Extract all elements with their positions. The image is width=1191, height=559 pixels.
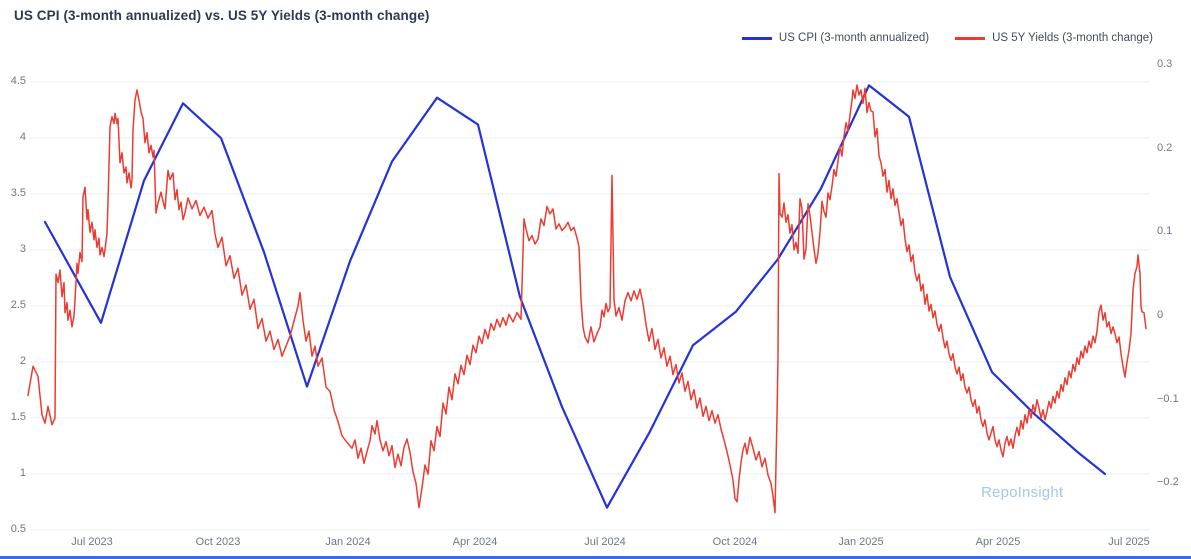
x-axis-tick-label: Jan 2024 <box>325 536 371 548</box>
right-axis-tick-label: 0.2 <box>1157 141 1173 154</box>
left-axis-tick-label: 3.5 <box>10 187 26 199</box>
x-axis-tick-label: Apr 2025 <box>975 536 1021 548</box>
right-axis-tick-label: 0.1 <box>1157 225 1173 238</box>
chart-title: US CPI (3-month annualized) vs. US 5Y Yi… <box>14 8 430 23</box>
left-axis-tick-label: 4 <box>19 131 26 143</box>
left-axis-tick-label: 4.5 <box>10 75 26 87</box>
watermark: RepoInsight <box>981 484 1064 501</box>
yields-line-swatch-icon <box>955 36 986 40</box>
legend-label-yields: US 5Y Yields (3-month change) <box>992 32 1153 44</box>
legend-item-cpi[interactable]: US CPI (3-month annualized) <box>741 32 930 44</box>
left-axis-tick-label: 2 <box>19 355 26 367</box>
x-axis-tick-label: Jul 2024 <box>584 536 626 548</box>
left-axis-tick-label: 1 <box>19 467 26 479</box>
x-axis-tick-label: Oct 2024 <box>712 536 758 548</box>
left-axis-tick-label: 0.5 <box>10 523 26 535</box>
right-axis-tick-label: 0.3 <box>1157 57 1173 70</box>
yields-line[interactable] <box>27 84 1147 514</box>
left-axis-tick-label: 3 <box>19 243 26 255</box>
right-axis-tick-label: −0.2 <box>1157 476 1179 489</box>
left-axis-tick-label: 1.5 <box>10 411 26 423</box>
right-axis-tick-label: 0 <box>1157 309 1164 321</box>
legend-item-yields[interactable]: US 5Y Yields (3-month change) <box>955 32 1153 44</box>
bottom-accent-bar <box>0 556 1191 559</box>
x-axis-tick-label: Jan 2025 <box>838 536 884 548</box>
right-axis-tick-label: −0.1 <box>1157 392 1179 405</box>
cpi-line[interactable] <box>43 84 1107 509</box>
left-axis-tick-label: 2.5 <box>10 299 26 311</box>
x-axis-tick-label: Jul 2025 <box>1108 536 1150 548</box>
cpi-line-swatch-icon <box>741 36 772 40</box>
legend: US CPI (3-month annualized) US 5Y Yields… <box>741 32 1153 44</box>
x-axis-tick-label: Oct 2023 <box>195 536 241 548</box>
x-axis-tick-label: Apr 2024 <box>452 536 498 548</box>
x-axis-tick-label: Jul 2023 <box>71 536 113 548</box>
legend-label-cpi: US CPI (3-month annualized) <box>778 32 930 44</box>
